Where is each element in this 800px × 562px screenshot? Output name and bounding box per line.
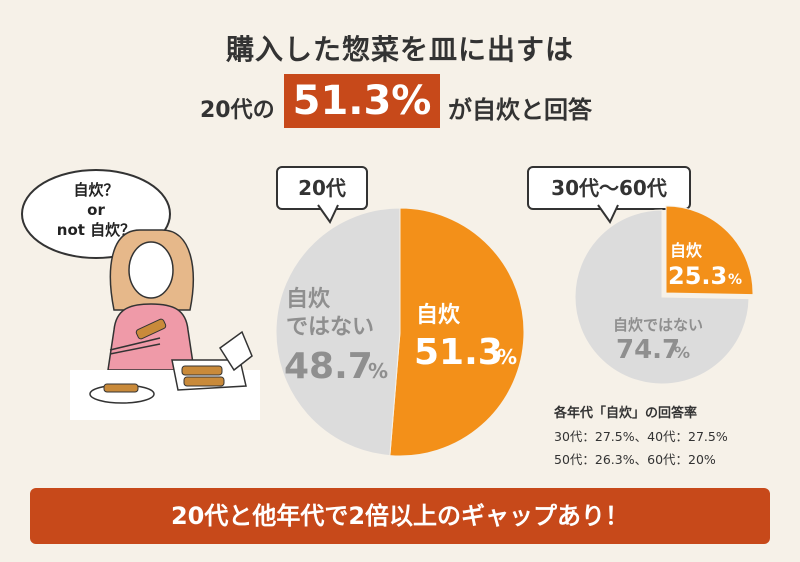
headline-result: が自炊と回答 [448, 96, 592, 124]
pie20-title: 20代 [276, 166, 368, 210]
headline: 購入した惣菜を皿に出すは [225, 33, 574, 66]
pie30-yes-value: 25.3 [668, 262, 727, 290]
pie30-title: 30代〜60代 [527, 166, 691, 210]
pie30-no-unit: % [674, 343, 690, 362]
pie30-slice-yes [665, 205, 754, 296]
headline-sub: 20代の 51.3% が自炊と回答 [0, 70, 800, 130]
note-title: 各年代「自炊」の回答率 [554, 406, 698, 421]
headline-percent-box: 51.3% [284, 74, 440, 128]
woman-illustration [70, 229, 260, 420]
pie30-slice-no [574, 209, 750, 385]
pie20-slice-yes [389, 207, 525, 457]
pie20-yes-value: 51.3 [414, 332, 503, 373]
pie20-pointer [317, 204, 339, 224]
note-line1: 30代：27.5%、40代：27.5% [554, 429, 728, 444]
pie20-no-unit: % [368, 359, 388, 383]
pie30-yes-unit: % [728, 272, 742, 288]
pie20-no-label1: 自炊 [286, 286, 331, 312]
speech-text: 自炊？ or not 自炊？ [56, 181, 136, 239]
note-line2: 50代：26.3%、60代：20% [554, 452, 716, 467]
pie30-no-label: 自炊ではない [613, 316, 703, 334]
pie20-no-label2: ではない [286, 315, 374, 340]
pie30-no-value: 74.7 [616, 335, 680, 365]
pie20-no-value: 48.7 [284, 346, 373, 387]
headline-age: 20代の [200, 98, 275, 123]
pie20-yes-unit: % [497, 345, 517, 369]
pie30-yes-label: 自炊 [670, 241, 703, 260]
bottom-banner: 20代と他年代で2倍以上のギャップあり！ [30, 488, 770, 544]
note-block: 各年代「自炊」の回答率 30代：27.5%、40代：27.5% 50代：26.3… [554, 402, 728, 471]
pie20-yes-label: 自炊 [416, 302, 461, 328]
pie30-pointer [597, 204, 619, 224]
pie20-slice-no [275, 207, 401, 457]
